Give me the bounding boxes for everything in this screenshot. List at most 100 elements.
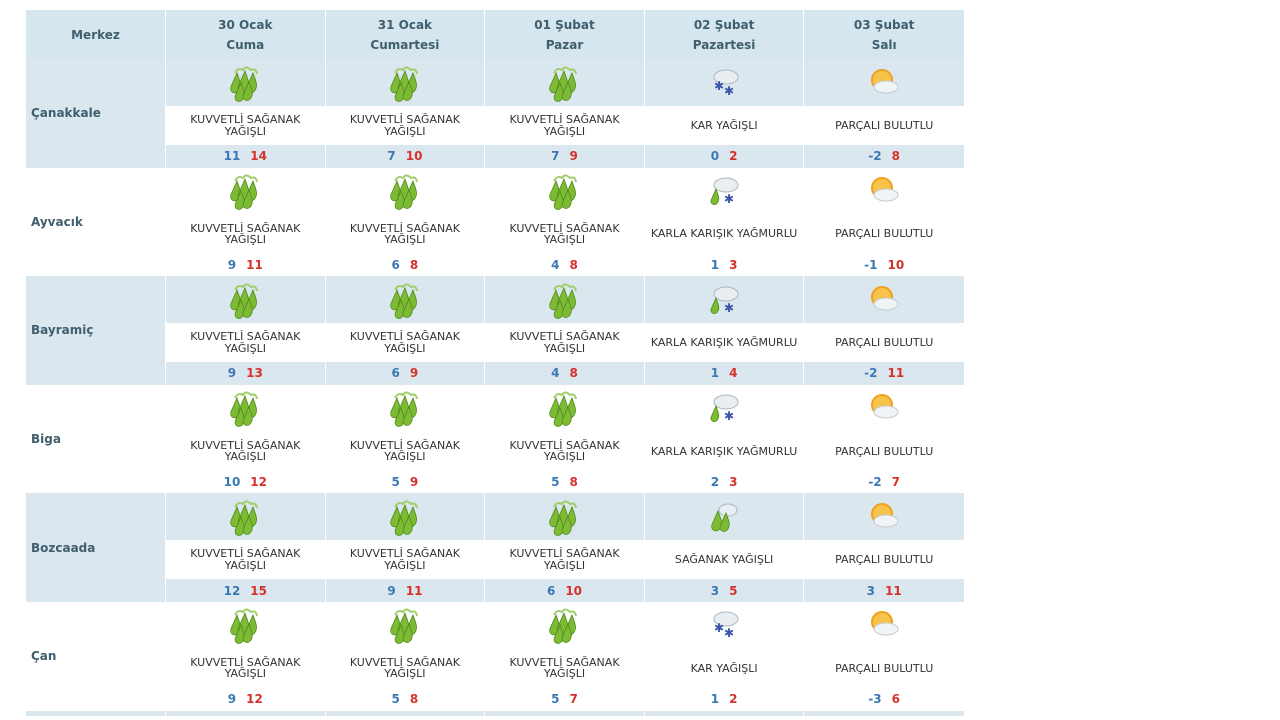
weather-description: KUVVETLİ SAĞANAK YAĞIŞLI — [190, 113, 301, 138]
min-temperature: 7 — [387, 149, 396, 164]
weather-description: KARLA KARIŞIK YAĞMURLU — [650, 335, 798, 349]
partly-cloudy-icon — [864, 388, 904, 428]
min-temperature: 3 — [866, 583, 875, 598]
day-date: 02 Şubat — [693, 17, 755, 32]
city-days: KUVVETLİ SAĞANAK YAĞIŞLI 10 12 KUVVETLİ SAĞ… — [166, 384, 964, 494]
max-temperature: 6 — [891, 692, 901, 707]
max-temperature: 7 — [891, 475, 901, 490]
city-name: Çan — [26, 601, 166, 711]
max-temperature: 2 — [729, 692, 738, 707]
weather-description: KUVVETLİ SAĞANAK YAĞIŞLI — [349, 547, 460, 572]
day-date: 01 Şubat — [534, 17, 595, 32]
day-header: 02 Şubat Pazartesi — [644, 10, 805, 59]
forecast-cell: KUVVETLİ SAĞANAK YAĞIŞLI 6 10 — [485, 493, 645, 602]
weather-icon-cell — [804, 168, 964, 215]
weather-description: KAR YAĞIŞLI — [690, 118, 758, 132]
min-temperature: 1 — [710, 366, 720, 381]
city-days: KUVVETLİ SAĞANAK YAĞIŞLI 9 13 KUVVETLİ SAĞA… — [166, 276, 964, 385]
max-temperature: 11 — [246, 257, 263, 272]
shower-icon — [704, 497, 744, 537]
temperature-range: 11 14 — [166, 145, 325, 168]
svg-text:✱: ✱ — [724, 192, 734, 206]
max-temperature: 10 — [887, 257, 905, 272]
partly-cloudy-icon — [864, 280, 904, 320]
weather-description: KUVVETLİ SAĞANAK YAĞIŞLI — [190, 221, 301, 247]
weather-description: KUVVETLİ SAĞANAK YAĞIŞLI — [509, 438, 620, 464]
day-date: 31 Ocak — [377, 17, 433, 32]
temperature-range: 9 13 — [166, 362, 325, 385]
min-temperature: -2 — [864, 366, 878, 381]
weather-description: KUVVETLİ SAĞANAK YAĞIŞLI — [509, 655, 620, 681]
day-weekday: Cumartesi — [370, 37, 440, 52]
weather-icon-cell — [166, 59, 325, 106]
sleet-icon: ✱ — [704, 280, 744, 320]
heavy-shower-icon — [225, 497, 265, 537]
max-temperature: 11 — [887, 366, 905, 381]
forecast-cell: PARÇALI BULUTLU -2 8 — [804, 59, 964, 168]
heavy-shower-icon — [544, 605, 584, 645]
temperature-range: 7 10 — [325, 145, 485, 168]
city-days: KUVVETLİ SAĞANAK YAĞIŞLI 9 11 KUVVETLİ SAĞA… — [166, 167, 964, 277]
day-header: 31 Ocak Cumartesi — [325, 10, 486, 59]
min-temperature: 4 — [551, 366, 560, 381]
max-temperature: 9 — [569, 149, 578, 164]
partly-cloudy-icon — [864, 497, 904, 537]
min-temperature: -2 — [868, 475, 882, 490]
forecast-cell: KUVVETLİ SAĞANAK YAĞIŞLI 4 8 — [485, 276, 645, 385]
heavy-shower-icon — [544, 388, 584, 428]
max-temperature: 15 — [250, 583, 267, 598]
weather-description: PARÇALI BULUTLU — [835, 661, 934, 675]
forecast-cell: ✱ ✱ KAR YAĞIŞLI 1 2 — [644, 601, 805, 711]
weather-icon-cell — [485, 168, 644, 215]
heavy-shower-icon — [544, 280, 584, 320]
heavy-shower-icon — [544, 63, 584, 103]
weather-icon-cell — [804, 602, 964, 649]
forecast-cell: KUVVETLİ SAĞANAK YAĞIŞLI 7 9 — [485, 59, 645, 168]
min-temperature: 6 — [391, 257, 400, 272]
forecast-cell: KUVVETLİ SAĞANAK YAĞIŞLI 6 8 — [325, 167, 486, 277]
heavy-shower-icon — [225, 63, 265, 103]
min-temperature: 5 — [551, 692, 560, 707]
city-name: Biga — [26, 384, 166, 494]
forecast-cell: PARÇALI BULUTLU -1 10 — [804, 168, 964, 277]
city-row: Bayramiç KUVVETLİ SAĞANAK YAĞIŞLI 9 13 KUVVE… — [26, 276, 964, 385]
forecast-cell: KUVVETLİ SAĞANAK YAĞIŞLI 4 8 — [485, 167, 645, 277]
forecast-cell: KUVVETLİ SAĞANAK YAĞIŞLI 9 13 — [166, 276, 326, 385]
day-header: 01 Şubat Pazar — [485, 10, 645, 59]
day-weekday: Salı — [871, 37, 897, 52]
temperature-range: 6 10 — [485, 579, 644, 602]
weather-icon-cell — [166, 385, 325, 432]
forecast-cell: ✱ KARLA KARIŞIK YAĞMURLU 1 3 — [644, 167, 805, 277]
min-temperature: 9 — [387, 583, 396, 598]
max-temperature: 8 — [569, 366, 578, 381]
forecast-cell: PARÇALI BULUTLU 3 11 — [804, 493, 964, 602]
weather-description: PARÇALI BULUTLU — [835, 553, 934, 567]
center-column-header: Merkez — [26, 10, 166, 59]
weather-description: KAR YAĞIŞLI — [690, 661, 758, 675]
weather-icon-cell — [166, 168, 325, 215]
max-temperature: 2 — [729, 149, 738, 164]
day-header: 03 Şubat Salı — [804, 10, 964, 59]
max-temperature: 10 — [405, 149, 423, 164]
min-temperature: 5 — [551, 475, 560, 490]
weather-icon-cell — [804, 276, 964, 324]
max-temperature: 14 — [250, 149, 267, 164]
forecast-cell: ✱ KARLA KARIŞIK YAĞMURLU 2 3 — [644, 384, 805, 494]
min-temperature: 12 — [223, 583, 241, 598]
temperature-range: 12 15 — [166, 579, 325, 602]
weather-icon-cell: ✱ ✱ — [644, 59, 804, 106]
heavy-shower-icon — [385, 497, 425, 537]
svg-text:✱: ✱ — [714, 79, 724, 93]
partly-cloudy-icon — [864, 63, 904, 103]
weather-icon-cell: ✱ — [645, 385, 804, 432]
max-temperature: 4 — [729, 366, 738, 381]
temperature-range: -1 10 — [804, 253, 964, 277]
weather-description: KUVVETLİ SAĞANAK YAĞIŞLI — [349, 221, 460, 247]
weather-description: SAĞANAK YAĞIŞLI — [674, 553, 774, 567]
weather-icon-cell — [166, 276, 325, 324]
